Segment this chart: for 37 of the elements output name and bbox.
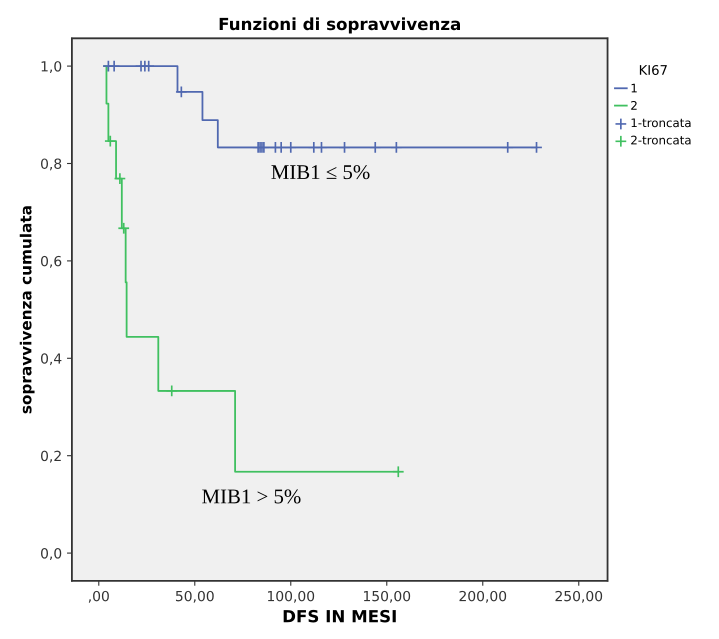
point: [369, 141, 382, 154]
point: [118, 222, 130, 234]
point: [390, 141, 403, 154]
point: [142, 60, 155, 72]
x-tick-label: 250,00: [555, 590, 602, 603]
y-tick-label: 0,6: [41, 256, 62, 268]
annotation: MIB1 > 5%: [202, 489, 301, 504]
legend-label: 1: [632, 84, 637, 92]
legend-label: 2: [631, 100, 637, 110]
point: [166, 384, 178, 398]
y-tick-label: 0,4: [41, 353, 62, 366]
point: [284, 141, 297, 154]
y-axis-title: sopravvivenza cumulata: [20, 206, 35, 414]
x-tick-label: 100,00: [268, 590, 314, 603]
x-tick-label: 200,00: [459, 590, 506, 603]
y-tick-label: 1,0: [42, 61, 62, 73]
legend-label: 1-troncata: [632, 118, 691, 128]
point: [114, 172, 126, 185]
x-tick-label: 50,00: [176, 590, 214, 603]
x-tick-label: ,00: [88, 590, 109, 603]
y-tick-label: 0,8: [41, 158, 62, 170]
annotation: MIB1 ≤ 5%: [271, 165, 370, 180]
y-tick-label: 0,2: [41, 450, 61, 463]
point: [338, 141, 351, 154]
legend-title: KI67: [640, 64, 667, 75]
y-tick-label: 0,0: [41, 548, 62, 560]
x-axis-title: DFS IN MESI: [284, 610, 396, 622]
point: [530, 141, 543, 154]
point: [104, 134, 117, 148]
legend-label: 2-troncata: [631, 136, 691, 145]
point: [392, 466, 404, 478]
chart-title: Funzioni di sopravvivenza: [220, 17, 460, 34]
point: [175, 86, 188, 98]
x-tick-label: 150,00: [364, 590, 410, 603]
point: [502, 141, 514, 154]
point: [108, 60, 120, 72]
point: [315, 141, 328, 154]
